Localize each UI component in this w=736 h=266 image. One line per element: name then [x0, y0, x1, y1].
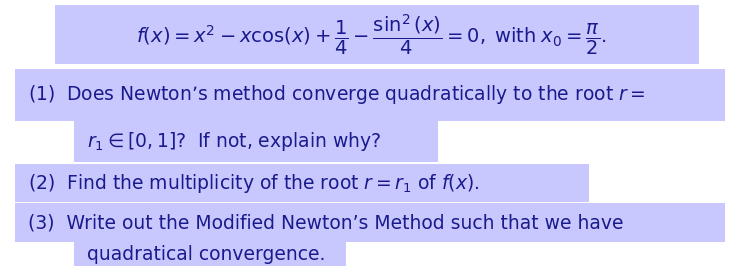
FancyBboxPatch shape	[74, 242, 346, 266]
FancyBboxPatch shape	[15, 203, 725, 242]
FancyBboxPatch shape	[55, 5, 699, 64]
FancyBboxPatch shape	[74, 121, 438, 162]
Text: (1)  Does Newton’s method converge quadratically to the root $r =$: (1) Does Newton’s method converge quadra…	[28, 84, 645, 106]
Text: $r_1 \in [0, 1]$?  If not, explain why?: $r_1 \in [0, 1]$? If not, explain why?	[87, 130, 381, 153]
FancyBboxPatch shape	[15, 164, 589, 202]
Text: quadratical convergence.: quadratical convergence.	[87, 244, 325, 264]
FancyBboxPatch shape	[15, 69, 725, 121]
Text: (3)  Write out the Modified Newton’s Method such that we have: (3) Write out the Modified Newton’s Meth…	[28, 213, 623, 232]
Text: (2)  Find the multiplicity of the root $r = r_1$ of $f(x)$.: (2) Find the multiplicity of the root $r…	[28, 172, 479, 194]
Text: $f(x) = x^2 - x\cos(x) + \dfrac{1}{4} - \dfrac{\sin^2(x)}{4} = 0, \;\mathrm{with: $f(x) = x^2 - x\cos(x) + \dfrac{1}{4} - …	[136, 12, 607, 57]
